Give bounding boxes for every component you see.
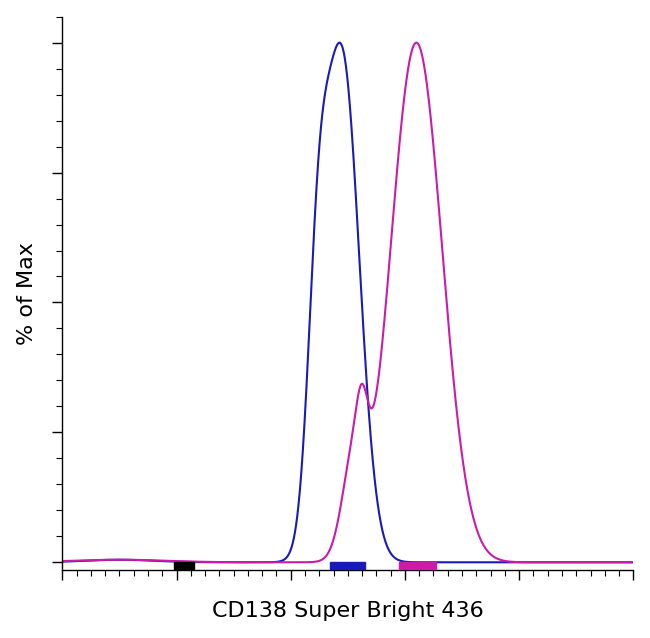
Bar — [399, 562, 436, 569]
Bar — [174, 562, 194, 569]
Bar — [330, 562, 365, 569]
X-axis label: CD138 Super Bright 436: CD138 Super Bright 436 — [212, 602, 484, 621]
Y-axis label: % of Max: % of Max — [17, 242, 36, 345]
